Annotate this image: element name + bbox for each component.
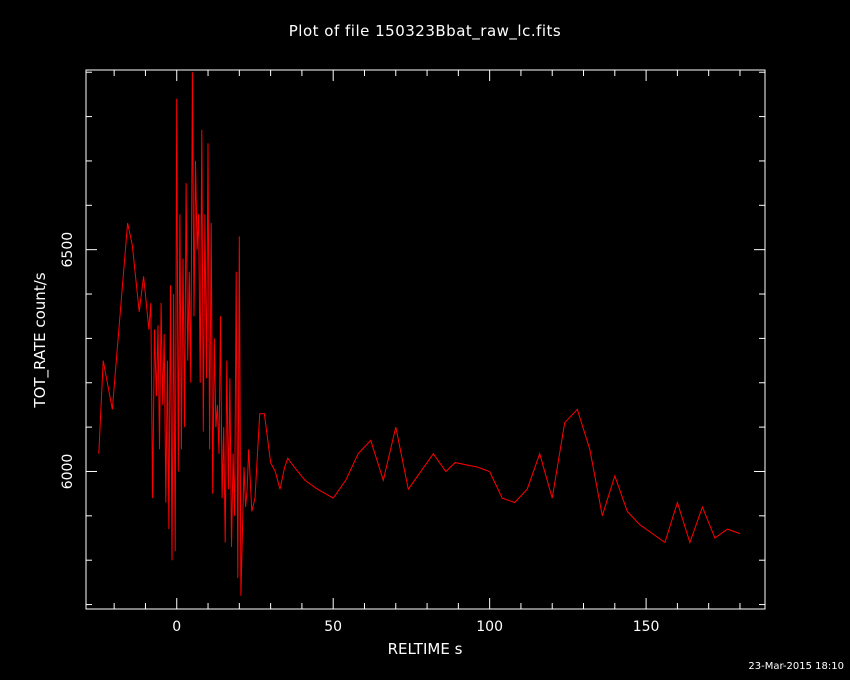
tot-rate-series-line — [98, 72, 741, 596]
y-axis-label: TOT_RATE count/s — [31, 272, 49, 408]
y-tick-label: 6500 — [60, 232, 76, 268]
y-tick-label: 6000 — [60, 454, 76, 490]
x-tick-label: 0 — [172, 619, 181, 635]
x-tick-label: 100 — [476, 619, 503, 635]
x-axis-label: RELTIME s — [387, 640, 463, 658]
timestamp-footer: 23-Mar-2015 18:10 — [748, 661, 844, 672]
x-tick-label: 150 — [633, 619, 660, 635]
chart-title: Plot of file 150323Bbat_raw_lc.fits — [288, 22, 562, 40]
x-tick-label: 50 — [324, 619, 342, 635]
plot-frame — [85, 69, 766, 610]
